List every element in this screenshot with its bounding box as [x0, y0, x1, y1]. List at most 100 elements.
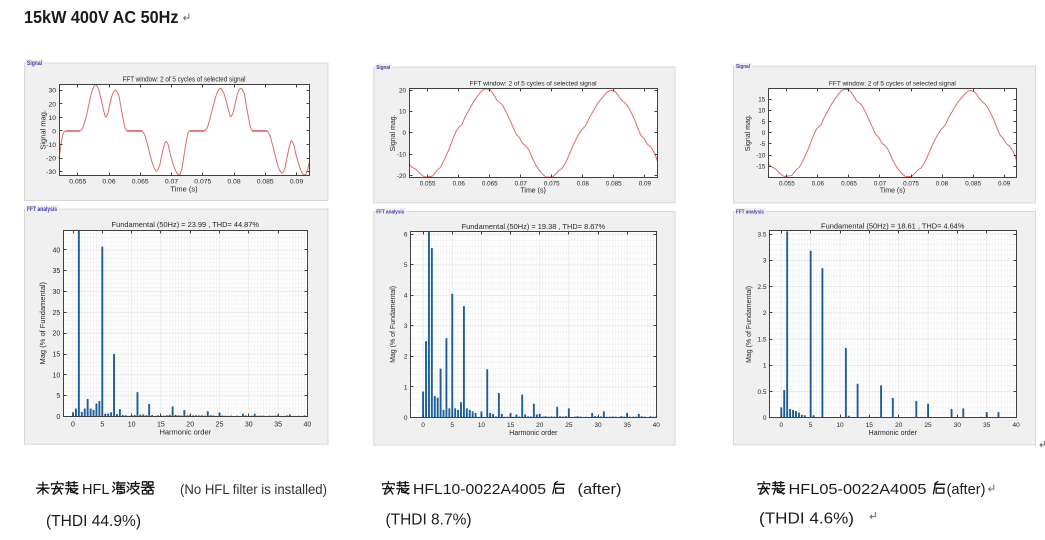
svg-text:0.07: 0.07	[515, 181, 528, 188]
svg-text:0: 0	[763, 415, 767, 422]
svg-text:10: 10	[478, 422, 486, 429]
svg-text:40: 40	[653, 422, 661, 429]
svg-text:1: 1	[404, 384, 408, 391]
svg-text:20: 20	[48, 101, 56, 108]
svg-text:35: 35	[274, 422, 282, 429]
svg-text:10: 10	[399, 109, 407, 116]
svg-text:0.07: 0.07	[874, 181, 887, 188]
svg-text:20: 20	[895, 422, 903, 429]
svg-text:FFT analysis: FFT analysis	[736, 209, 764, 215]
svg-text:(after): (after)	[578, 481, 622, 498]
svg-text:0.09: 0.09	[290, 179, 303, 186]
svg-text:6: 6	[404, 232, 408, 239]
svg-text:0.075: 0.075	[903, 181, 919, 188]
svg-text:0.06: 0.06	[102, 179, 115, 186]
svg-text:3: 3	[404, 323, 408, 330]
svg-text:0: 0	[71, 422, 75, 429]
svg-text:HFL05-0022A4005: HFL05-0022A4005	[789, 481, 927, 498]
svg-text:15kW 400V AC 50Hz: 15kW 400V AC 50Hz	[24, 7, 179, 27]
svg-text:3: 3	[763, 258, 767, 265]
svg-text:40: 40	[53, 247, 61, 254]
svg-text:(THDI 44.9%): (THDI 44.9%)	[46, 513, 141, 530]
svg-text:0.065: 0.065	[132, 179, 149, 186]
svg-text:1: 1	[763, 363, 767, 370]
svg-text:25: 25	[216, 422, 224, 429]
svg-text:25: 25	[565, 422, 573, 429]
svg-text:Signal: Signal	[376, 65, 390, 71]
svg-text:0: 0	[402, 130, 406, 137]
svg-text:3.5: 3.5	[757, 231, 766, 238]
svg-text:Fundamental (50Hz) = 18.61 , T: Fundamental (50Hz) = 18.61 , THD= 4.64%	[821, 221, 965, 230]
svg-text:(THDI 8.7%): (THDI 8.7%)	[386, 512, 472, 529]
svg-text:1.5: 1.5	[757, 336, 766, 343]
svg-text:0.085: 0.085	[965, 181, 981, 188]
svg-text:FFT window: 2 of 5 cycles of s: FFT window: 2 of 5 cycles of selected si…	[829, 80, 957, 87]
svg-text:10: 10	[53, 372, 61, 379]
svg-text:FFT window: 2 of 5 cycles of s: FFT window: 2 of 5 cycles of selected si…	[470, 81, 598, 88]
svg-text:Mag (% of Fundamental): Mag (% of Fundamental)	[38, 281, 47, 364]
svg-text:Time (s): Time (s)	[880, 188, 905, 195]
svg-text:0.085: 0.085	[257, 179, 274, 186]
svg-text:5: 5	[809, 422, 813, 429]
svg-text:FFT analysis: FFT analysis	[27, 207, 58, 213]
svg-text:0.055: 0.055	[779, 181, 795, 188]
svg-text:0: 0	[762, 130, 766, 137]
svg-text:0: 0	[421, 422, 425, 429]
svg-text:20: 20	[186, 422, 194, 429]
svg-text:0.09: 0.09	[998, 181, 1011, 188]
svg-text:30: 30	[594, 422, 602, 429]
svg-text:15: 15	[758, 96, 766, 103]
svg-text:(THDI 4.6%): (THDI 4.6%)	[759, 511, 854, 528]
svg-text:0.08: 0.08	[227, 179, 240, 186]
svg-text:5: 5	[762, 119, 766, 126]
svg-text:0.075: 0.075	[194, 179, 211, 186]
svg-text:-20: -20	[46, 155, 56, 162]
svg-text:FFT window: 2 of 5 cycles of s: FFT window: 2 of 5 cycles of selected si…	[123, 77, 246, 84]
svg-text:-20: -20	[397, 173, 407, 180]
svg-text:0.075: 0.075	[544, 181, 560, 188]
svg-text:0: 0	[52, 128, 56, 135]
svg-text:2.5: 2.5	[757, 284, 766, 291]
svg-text:5: 5	[56, 393, 60, 400]
svg-text:Time (s): Time (s)	[170, 185, 198, 194]
svg-text:Fundamental (50Hz) = 19.38 , T: Fundamental (50Hz) = 19.38 , THD= 8.67%	[462, 222, 606, 231]
svg-text:15: 15	[53, 352, 61, 359]
svg-text:5: 5	[100, 422, 104, 429]
svg-text:0.065: 0.065	[482, 181, 498, 188]
svg-text:-30: -30	[46, 169, 56, 176]
svg-text:Harmonic order: Harmonic order	[159, 428, 211, 437]
svg-text:0.08: 0.08	[936, 181, 949, 188]
svg-text:-15: -15	[756, 164, 766, 171]
svg-text:40: 40	[1012, 422, 1020, 429]
svg-text:30: 30	[53, 289, 61, 296]
svg-text:2: 2	[763, 310, 767, 317]
svg-text:0.5: 0.5	[757, 389, 766, 396]
svg-text:0.06: 0.06	[812, 181, 825, 188]
svg-text:0.08: 0.08	[577, 181, 590, 188]
svg-text:0: 0	[404, 415, 408, 422]
svg-text:0.085: 0.085	[606, 181, 622, 188]
svg-text:Fundamental (50Hz) = 23.99 , T: Fundamental (50Hz) = 23.99 , THD= 44.87%	[112, 220, 260, 229]
svg-text:Mag (% of Fundamental): Mag (% of Fundamental)	[746, 286, 753, 363]
svg-text:10: 10	[48, 115, 56, 122]
svg-text:30: 30	[48, 88, 56, 95]
svg-text:5: 5	[404, 262, 408, 269]
svg-text:20: 20	[536, 422, 544, 429]
svg-text:25: 25	[53, 310, 61, 317]
svg-text:FFT analysis: FFT analysis	[376, 209, 404, 215]
svg-text:5: 5	[450, 422, 454, 429]
svg-text:40: 40	[304, 422, 312, 429]
svg-text:0.055: 0.055	[420, 181, 436, 188]
svg-text:Signal mag.: Signal mag.	[39, 110, 48, 150]
svg-text:Time (s): Time (s)	[520, 188, 545, 195]
svg-text:-5: -5	[760, 141, 766, 148]
svg-text:Harmonic order: Harmonic order	[869, 430, 918, 437]
svg-text:20: 20	[53, 331, 61, 338]
svg-text:(No HFL filter is installed): (No HFL filter is installed)	[180, 482, 327, 497]
svg-text:(after): (after)	[947, 481, 986, 498]
svg-text:HFL10-0022A4005: HFL10-0022A4005	[413, 481, 546, 498]
svg-text:10: 10	[758, 108, 766, 115]
svg-text:10: 10	[128, 422, 136, 429]
svg-text:Mag (% of Fundamental): Mag (% of Fundamental)	[390, 286, 397, 363]
svg-text:0.065: 0.065	[841, 181, 857, 188]
